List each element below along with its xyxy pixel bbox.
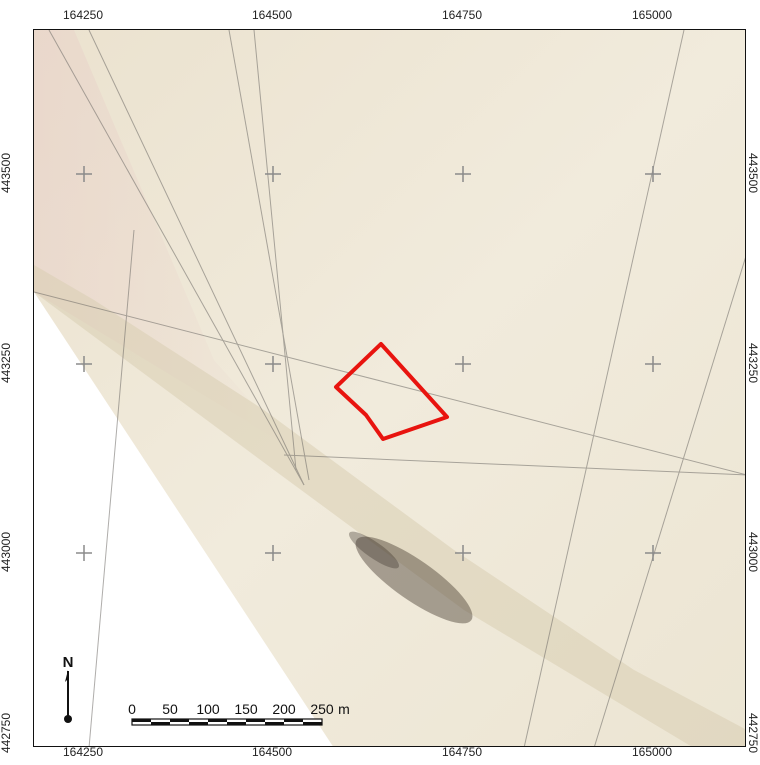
map-dark-smudge [355, 536, 473, 624]
bottom-x-label-2: 164500 [251, 745, 293, 759]
grid-cross [455, 356, 471, 372]
map-road-band [34, 265, 745, 746]
scale-tick-50: 50 [162, 701, 178, 717]
grid-cross [455, 545, 471, 561]
scale-bar: 0 50 100 150 200 250 m [128, 701, 350, 726]
map-frame[interactable]: N 0 50 100 150 200 250 [33, 29, 746, 747]
right-y-label-2: 443250 [746, 342, 760, 384]
scale-tick-0: 0 [128, 701, 136, 717]
grid-cross [76, 356, 92, 372]
grid-cross [76, 545, 92, 561]
top-x-label-3: 164750 [441, 8, 483, 22]
top-x-label-2: 164500 [251, 8, 293, 22]
map-parchment [34, 30, 745, 746]
right-y-label-3: 443000 [746, 531, 760, 573]
north-arrow: N [63, 654, 74, 723]
scale-tick-150: 150 [234, 701, 258, 717]
scale-tick-250: 250 [310, 701, 334, 717]
left-y-label-4: 442750 [0, 712, 13, 754]
right-y-label-1: 443500 [746, 152, 760, 194]
right-y-label-4: 442750 [746, 712, 760, 754]
scale-tick-100: 100 [196, 701, 220, 717]
north-arrow-label: N [63, 654, 74, 671]
scale-unit: m [338, 701, 350, 717]
historic-map[interactable]: N 0 50 100 150 200 250 [34, 30, 746, 747]
left-y-label-1: 443500 [0, 152, 13, 194]
grid-cross [265, 166, 281, 182]
grid-cross [76, 166, 92, 182]
grid-cross [645, 356, 661, 372]
scale-tick-200: 200 [272, 701, 296, 717]
bottom-x-label-1: 164250 [62, 745, 104, 759]
grid-cross [455, 166, 471, 182]
top-x-label-4: 165000 [631, 8, 673, 22]
left-y-label-2: 443250 [0, 342, 13, 384]
grid-cross [265, 545, 281, 561]
map-pink-strip [34, 30, 294, 450]
left-y-label-3: 443000 [0, 531, 13, 573]
map-dark-smudge-2 [349, 531, 399, 569]
bottom-x-label-3: 164750 [441, 745, 483, 759]
study-area-outline[interactable] [334, 342, 449, 441]
grid-cross [645, 166, 661, 182]
map-pencil-lines [34, 30, 745, 746]
grid-cross [265, 356, 281, 372]
bottom-x-label-4: 165000 [631, 745, 673, 759]
top-x-label-1: 164250 [62, 8, 104, 22]
grid-crosses [76, 166, 661, 561]
grid-cross [645, 545, 661, 561]
north-arrow-icon [65, 670, 68, 682]
